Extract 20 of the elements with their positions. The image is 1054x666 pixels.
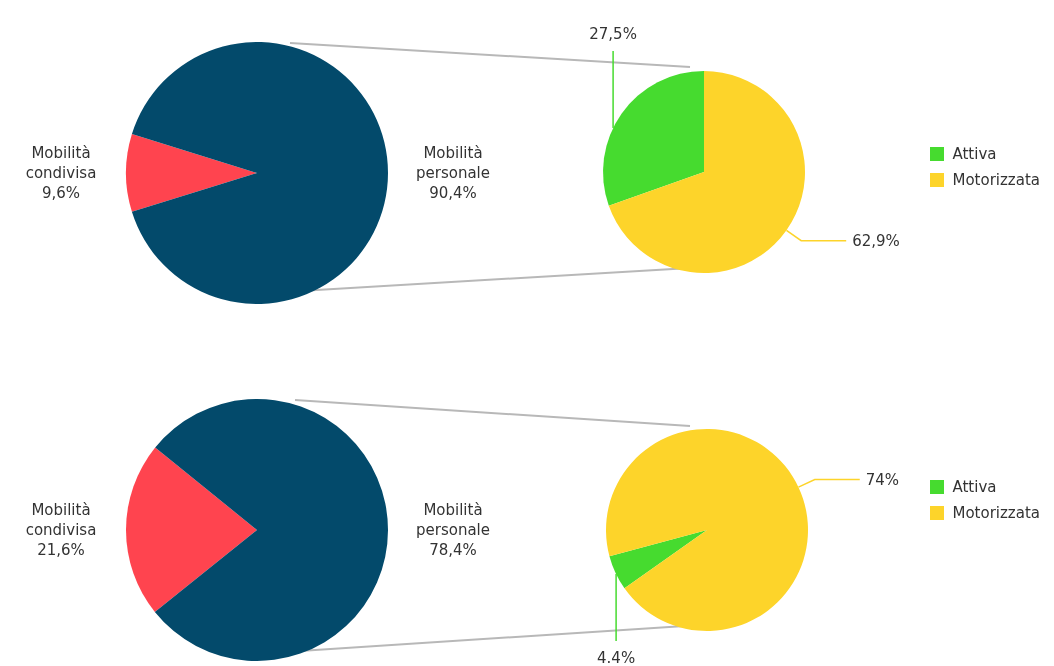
data-label: 78,4% xyxy=(429,541,477,559)
pie-slice xyxy=(131,42,388,304)
pie-slice xyxy=(154,399,388,661)
pie-slice xyxy=(126,134,257,212)
legend-label: Attiva xyxy=(952,477,997,496)
data-label: 62,9% xyxy=(852,231,900,250)
slice-label: Mobilità personale xyxy=(415,144,491,182)
data-label: 4.4% xyxy=(597,649,636,666)
pie-slice xyxy=(126,447,257,613)
data-label: 27,5% xyxy=(589,25,637,43)
data-label: 21,6% xyxy=(37,541,85,559)
legend-label: Motorizzata xyxy=(952,170,1040,189)
legend-label: Motorizzata xyxy=(952,503,1040,522)
data-label: 9,6% xyxy=(41,184,81,202)
legend-label: Attiva xyxy=(952,144,997,163)
data-label: 74% xyxy=(865,470,900,489)
slice-label: Mobilità condivisa xyxy=(25,501,97,539)
slice-label: Mobilità personale xyxy=(415,501,491,539)
slice-label: Mobilità condivisa xyxy=(25,144,97,182)
data-label: 90,4% xyxy=(429,184,477,202)
